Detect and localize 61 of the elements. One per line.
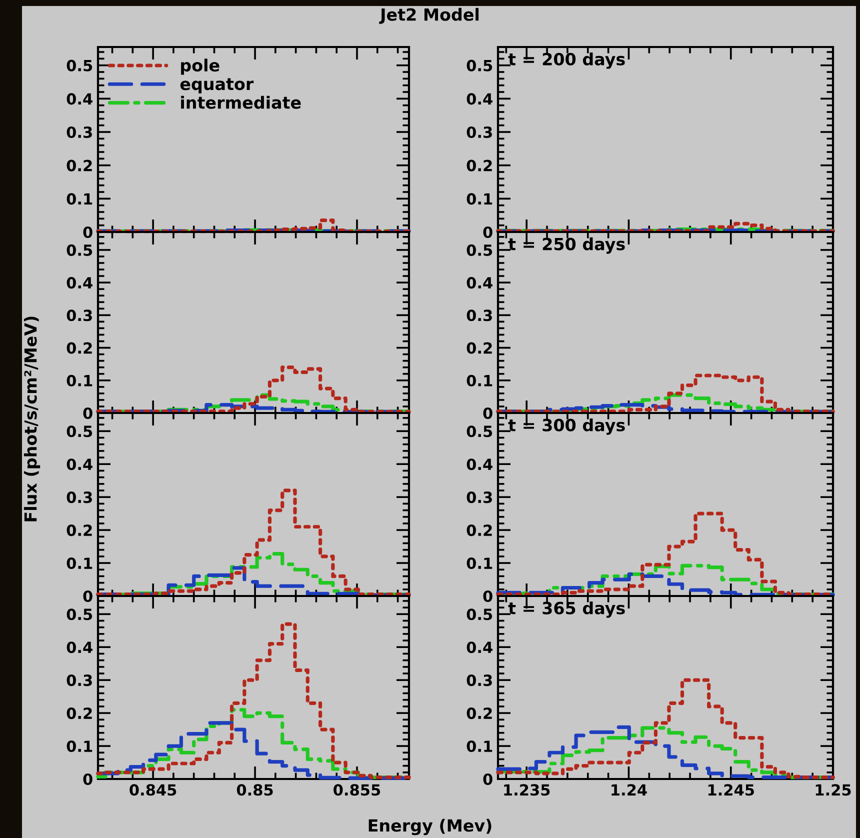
y-tick-label: 0.5 (66, 608, 92, 620)
x-tick-label: 0.855 (334, 784, 380, 796)
x-tick-label: 0.845 (130, 784, 176, 796)
y-tick-label: 0.4 (66, 458, 92, 470)
y-tick-label: 0 (483, 407, 492, 420)
y-tick-label: 0 (483, 226, 492, 238)
y-tick-label: 0.3 (466, 492, 492, 504)
y-tick-label: 0.5 (66, 244, 92, 256)
y-tick-label: 0.1 (66, 374, 92, 386)
y-tick-label: 0.4 (466, 642, 492, 654)
y-tick-label: 0.3 (66, 674, 92, 686)
legend-label: intermediate (181, 96, 301, 109)
y-tick-label: 0.5 (466, 244, 492, 256)
y-tick-label: 0.3 (466, 674, 492, 686)
x-tick-label: 1.235 (504, 784, 550, 796)
y-tick-label: 0.4 (66, 642, 92, 654)
y-tick-label: 0.3 (466, 126, 492, 138)
y-tick-label: 0 (83, 590, 92, 602)
y-tick-label: 0.3 (66, 126, 92, 138)
y-tick-label: 0.5 (466, 426, 492, 438)
y-tick-label: 0.5 (66, 60, 92, 72)
y-tick-label: 0 (483, 773, 492, 786)
y-tick-label: 0.4 (66, 93, 92, 105)
x-tick-label: 1.24 (612, 784, 647, 796)
y-tick-label: 0.1 (466, 374, 492, 386)
y-tick-label: 0.2 (66, 708, 92, 720)
chart-title: Jet2 Model (379, 8, 479, 24)
y-axis-title: Flux (phot/s/cm²/MeV) (24, 316, 40, 522)
y-tick-label: 0.5 (466, 60, 492, 72)
y-tick-label: 0.2 (466, 708, 492, 720)
y-tick-label: 0.1 (466, 193, 492, 205)
x-tick-label: 0.85 (236, 784, 273, 796)
y-tick-label: 0.1 (66, 193, 92, 205)
legend-label: equator (180, 78, 254, 94)
y-tick-label: 0.2 (66, 342, 92, 354)
y-tick-label: 0.2 (66, 160, 92, 172)
y-tick-label: 0.5 (466, 608, 492, 620)
y-tick-label: 0.4 (466, 277, 492, 289)
y-tick-label: 0.1 (66, 557, 92, 570)
y-tick-label: 0.3 (66, 492, 92, 504)
y-tick-label: 0.2 (466, 342, 492, 354)
y-tick-label: 0.3 (66, 310, 92, 322)
y-tick-label: 0 (83, 407, 92, 420)
y-tick-label: 0.4 (466, 93, 492, 105)
y-tick-label: 0.3 (466, 310, 492, 322)
y-tick-label: 0.1 (466, 740, 492, 752)
x-tick-label: 1.245 (708, 784, 754, 796)
y-tick-label: 0.2 (66, 524, 92, 536)
y-tick-label: 0.1 (66, 740, 92, 752)
y-tick-label: 0.4 (466, 458, 492, 470)
y-tick-label: 0 (83, 773, 92, 786)
x-tick-label: 1.25 (816, 784, 851, 796)
x-axis-title: Energy (Mev) (368, 818, 492, 836)
y-tick-label: 0 (483, 590, 492, 602)
y-tick-label: 0.5 (66, 426, 92, 438)
legend-label: pole (181, 58, 220, 75)
y-tick-label: 0.2 (466, 160, 492, 172)
y-tick-label: 0.1 (466, 557, 492, 570)
y-tick-label: 0 (83, 226, 92, 238)
y-tick-label: 0.4 (66, 277, 92, 289)
y-tick-label: 0.2 (466, 524, 492, 536)
